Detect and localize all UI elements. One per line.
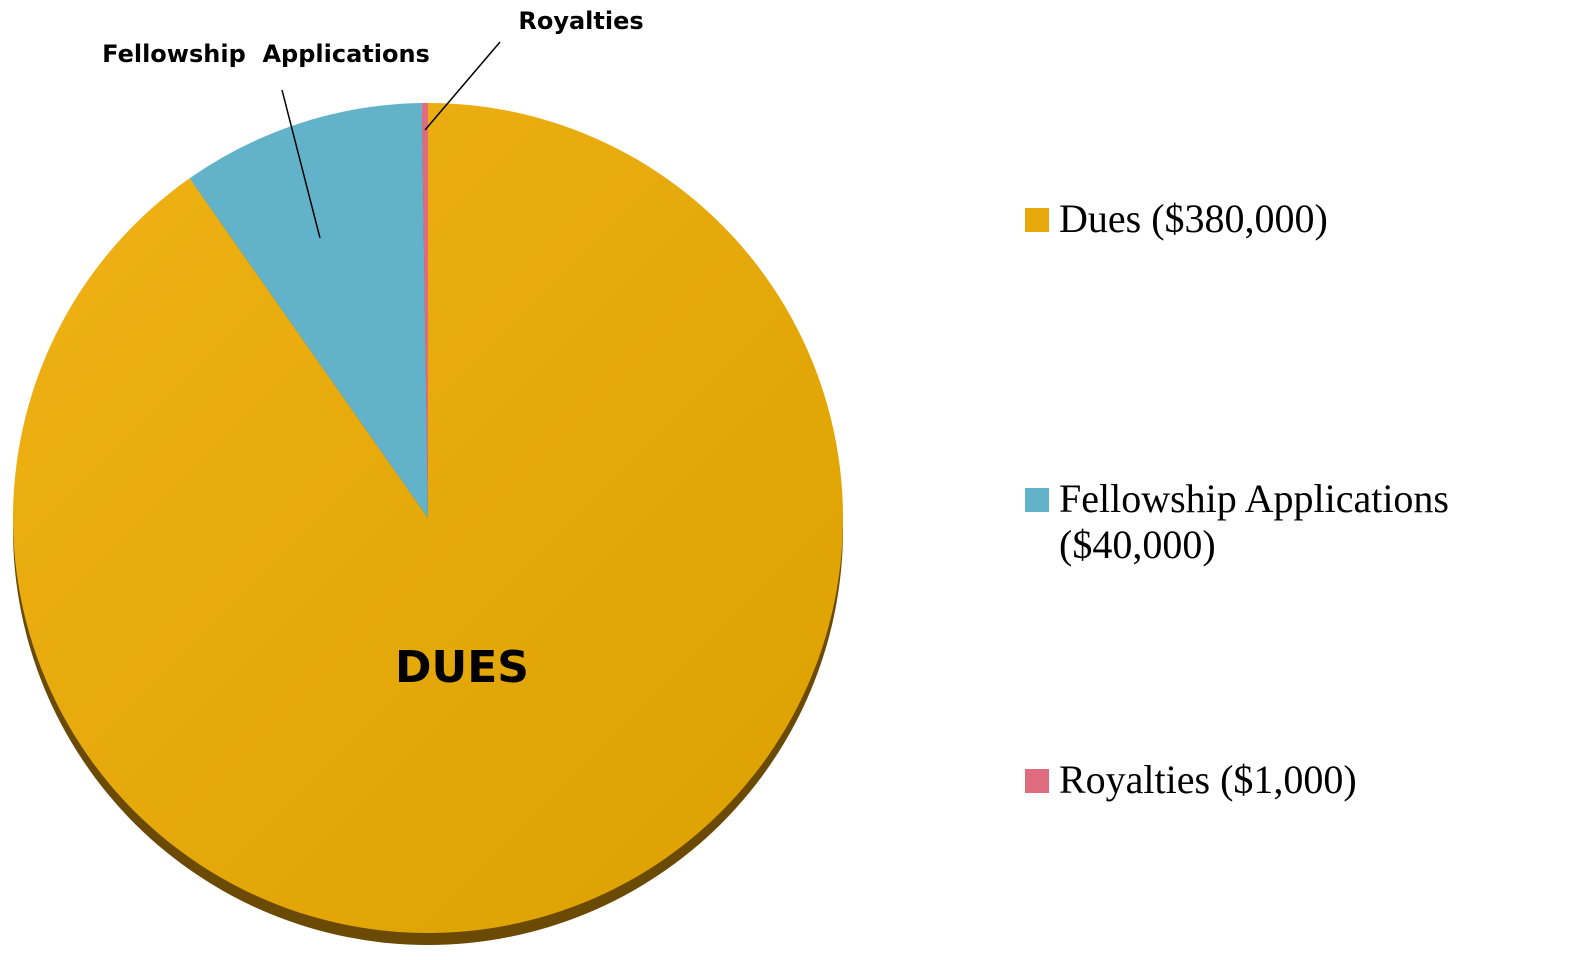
slice-label: DUES — [395, 642, 529, 693]
legend-swatch — [1025, 488, 1049, 512]
slice-label: Royalties — [518, 7, 643, 35]
slice-label: Fellowship Applications — [102, 40, 430, 68]
legend-swatch — [1025, 208, 1049, 232]
pie-slice — [189, 103, 428, 519]
legend-swatch — [1025, 769, 1049, 793]
legend-label: Dues ($380,000) — [1059, 196, 1328, 241]
legend-item: Royalties ($1,000) — [1025, 757, 1585, 803]
leader-line — [281, 89, 321, 239]
legend-label: Royalties ($1,000) — [1059, 757, 1357, 802]
legend-item: Fellowship Applications ($40,000) — [1025, 476, 1585, 568]
legend-item: Dues ($380,000) — [1025, 196, 1585, 242]
pie-slice — [12, 103, 843, 934]
leader-line — [424, 41, 501, 131]
pie-slice — [421, 103, 428, 518]
legend-label: Fellowship Applications ($40,000) — [1059, 476, 1449, 567]
